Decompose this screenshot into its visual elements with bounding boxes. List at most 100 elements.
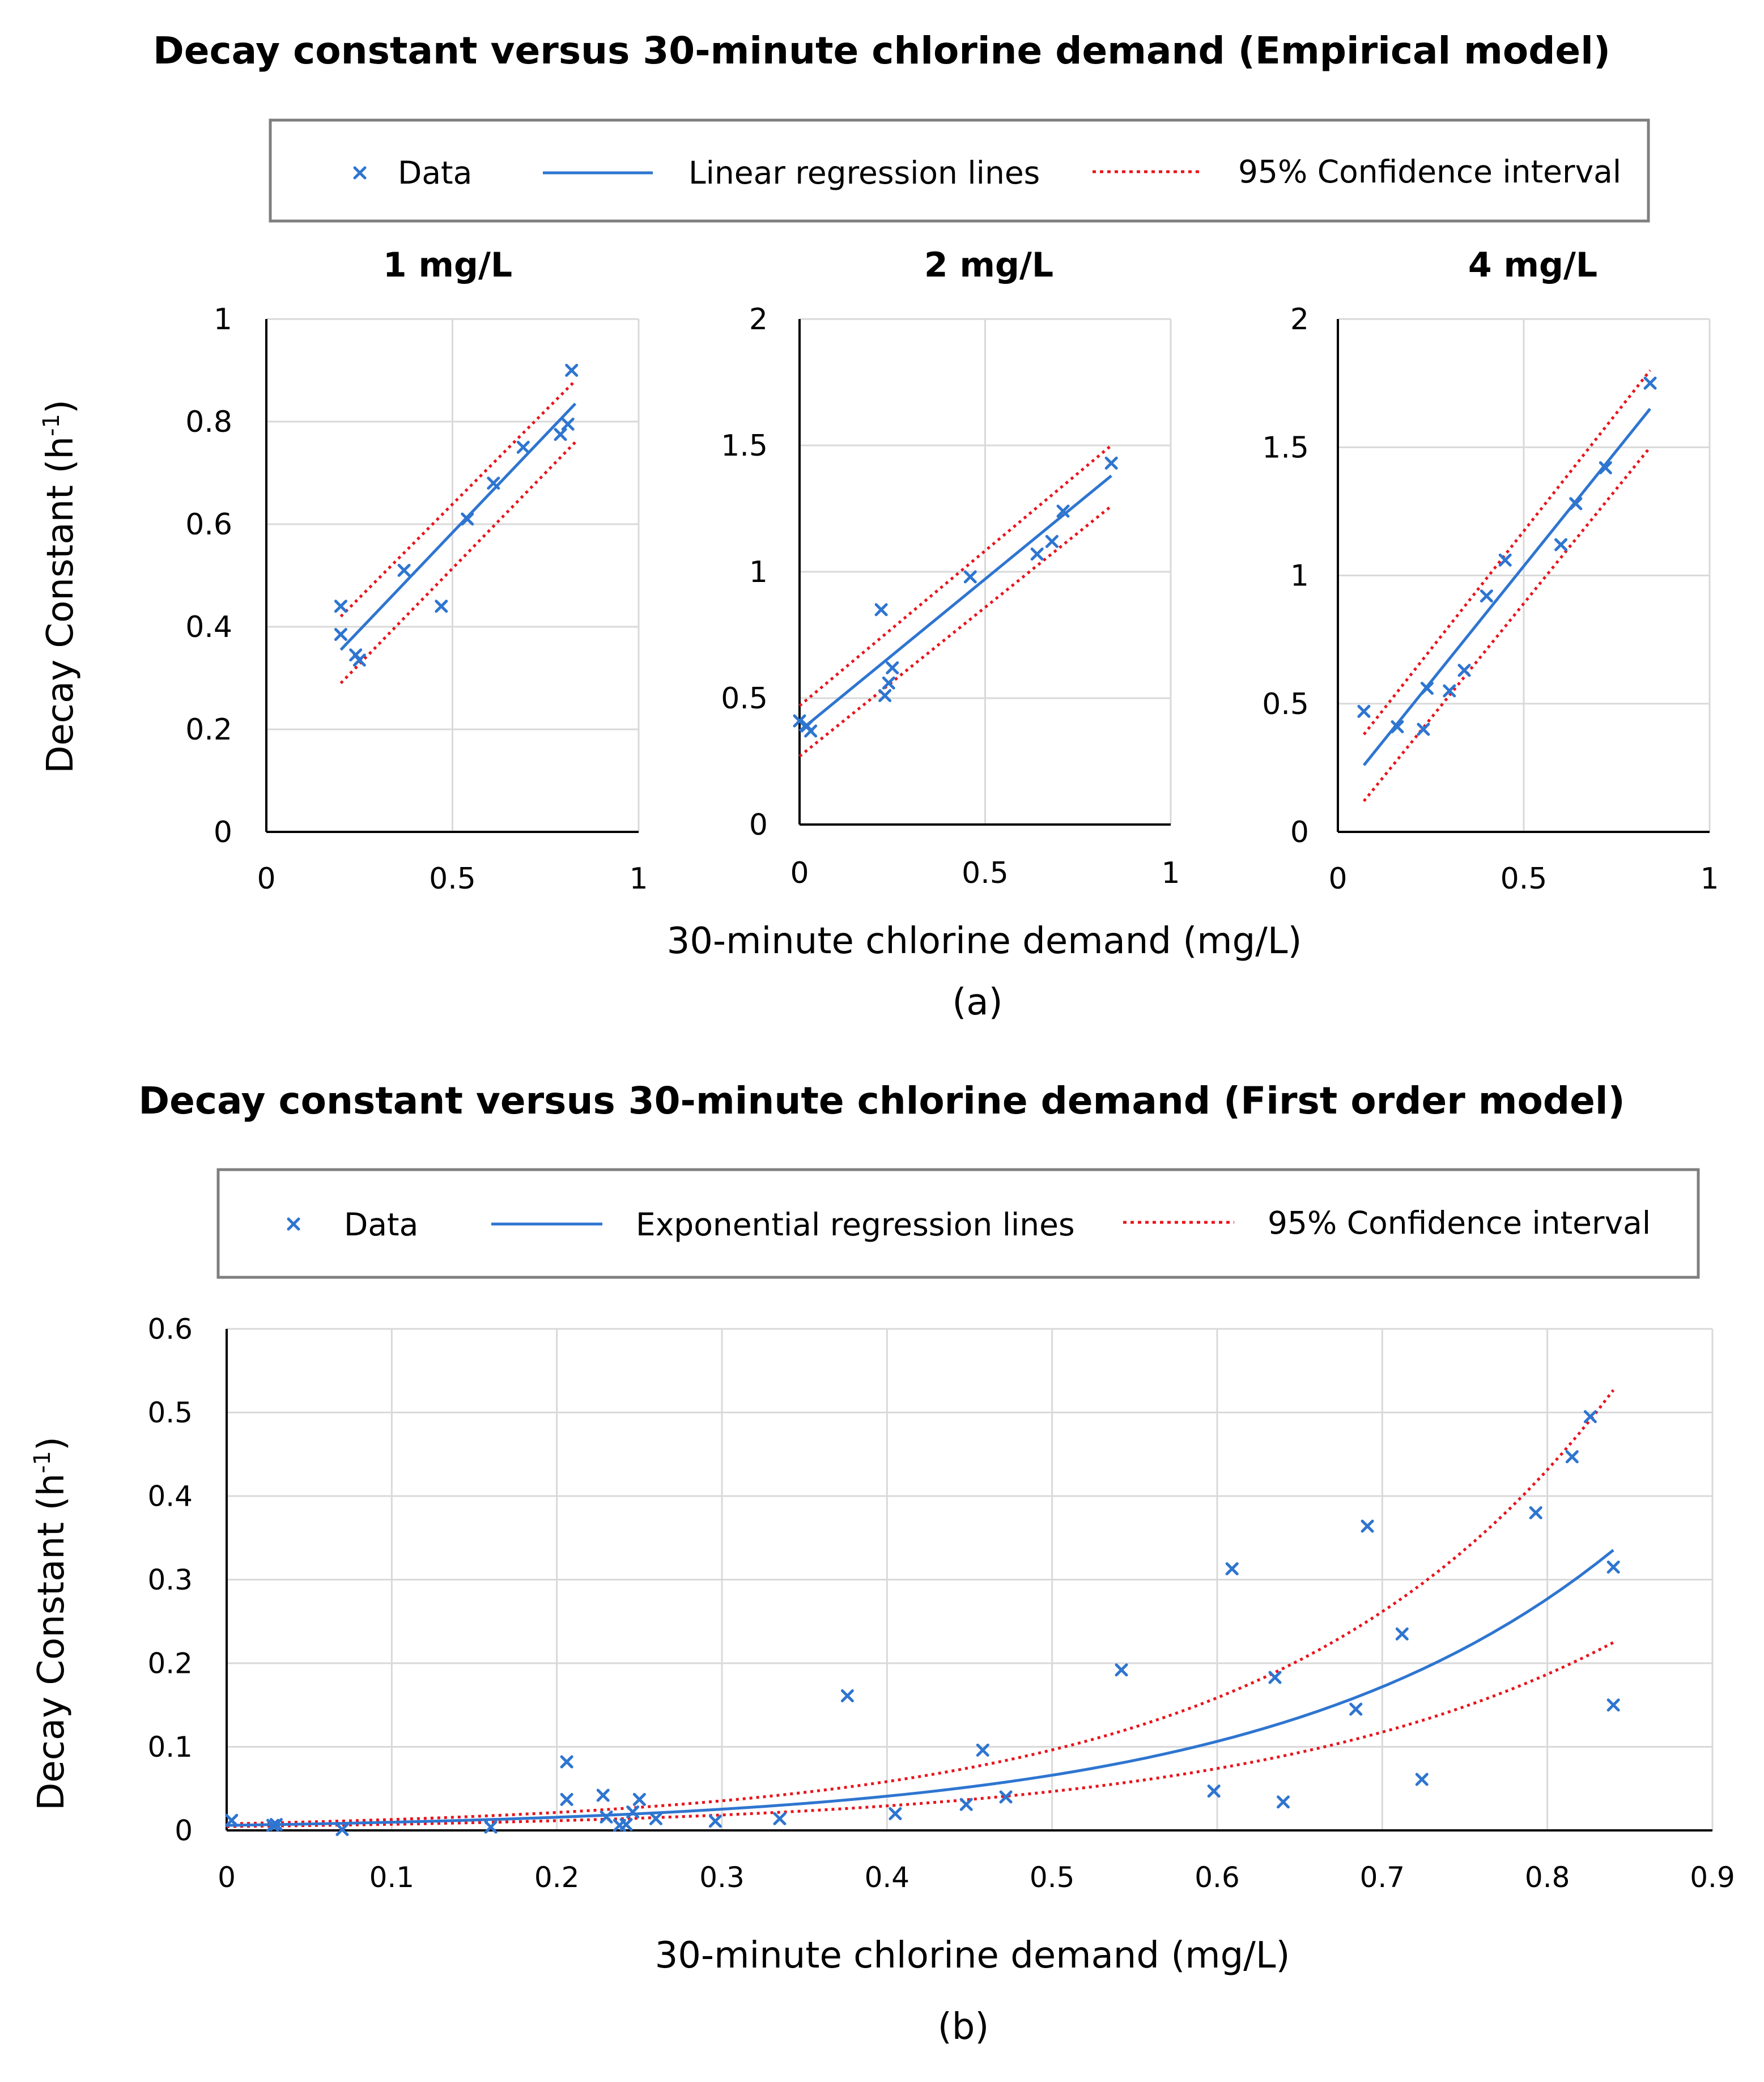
data-point: [567, 366, 577, 376]
y-tick-label: 1.5: [1262, 431, 1309, 465]
plot-4mg: 4 mg/L 0 0.5 1 1.5 2 0 0.5 1: [1262, 245, 1719, 896]
y-tick-label: 0.6: [185, 508, 232, 542]
y-tick-label: 0: [214, 815, 232, 849]
data-point: [621, 1820, 631, 1830]
legend-ci-label: 95% Confidence interval: [1238, 154, 1621, 190]
data-point: [651, 1813, 661, 1824]
x-tick-label: 0.5: [429, 862, 476, 896]
x-tick-label: 1: [1700, 862, 1719, 896]
data-point: [842, 1691, 852, 1701]
y-tick-label: 0.5: [1262, 687, 1309, 721]
panel-a-title: Decay constant versus 30-minute chlorine…: [153, 29, 1610, 73]
y-tick-label: 0.3: [147, 1563, 193, 1596]
data-point: [1106, 458, 1116, 468]
y-tick-label: 0: [749, 808, 768, 842]
data-point: [887, 662, 898, 673]
y-tick-label: 2: [749, 303, 768, 337]
legend-data-label: Data: [398, 155, 472, 191]
y-tick-label: 0.4: [185, 610, 232, 644]
data-point: [601, 1812, 611, 1822]
data-point: [488, 478, 499, 488]
ci-upper-line: [798, 444, 1112, 707]
data-point: [628, 1807, 638, 1817]
panel-a-x-axis-label: 30-minute chlorine demand (mg/L): [667, 920, 1302, 962]
x-tick-label: 0.5: [962, 856, 1009, 890]
data-point: [1645, 378, 1655, 388]
panel-b-legend: Data Exponential regression lines 95% Co…: [216, 1168, 1700, 1279]
regression-line: [226, 1549, 1614, 1827]
data-point: [1397, 1629, 1407, 1639]
legend-b-ci-label: 95% Confidence interval: [1268, 1205, 1651, 1241]
data-point: [634, 1794, 644, 1804]
subplot-title: 4 mg/L: [1468, 245, 1597, 285]
x-tick-label: 0.2: [534, 1861, 580, 1894]
data-point: [598, 1790, 608, 1800]
x-tick-label: 0: [218, 1861, 236, 1894]
data-point: [876, 605, 886, 615]
regression-line: [1362, 407, 1651, 766]
x-tick-label: 0: [1328, 862, 1347, 896]
panel-b-y-axis-label: Decay Constant (h-1): [29, 1437, 73, 1811]
y-tick-label: 1: [749, 555, 768, 589]
panel-a-legend: Data Linear regression lines 95% Confide…: [269, 118, 1650, 223]
data-point: [1270, 1672, 1280, 1682]
y-tick-label: 0: [1290, 815, 1309, 849]
x-tick-label: 0.4: [865, 1861, 910, 1894]
regression-line: [798, 474, 1112, 732]
y-tick-label: 2: [1290, 303, 1309, 337]
x-tick-label: 0.1: [369, 1861, 415, 1894]
y-tick-label: 0.4: [147, 1480, 193, 1513]
panel-b-x-axis-label: 30-minute chlorine demand (mg/L): [655, 1935, 1290, 1977]
x-tick-label: 0.5: [1501, 862, 1548, 896]
data-point: [710, 1816, 720, 1826]
data-point: [1459, 665, 1469, 675]
ci-lower-line: [1362, 446, 1651, 802]
ci-upper-line: [339, 379, 577, 618]
data-point: [335, 630, 346, 640]
x-tick-label: 0.8: [1525, 1861, 1570, 1894]
y-tick-label: 1: [1290, 559, 1309, 593]
data-point: [1278, 1797, 1289, 1807]
data-point: [1608, 1562, 1618, 1572]
data-point: [562, 1794, 572, 1804]
data-point: [1567, 1452, 1577, 1462]
data-point: [399, 565, 409, 575]
data-point: [1608, 1700, 1618, 1710]
ci-lower-line: [339, 441, 577, 685]
y-tick-label: 0.5: [147, 1396, 193, 1429]
data-point: [880, 691, 890, 701]
panel-b-caption: (b): [938, 2006, 989, 2048]
ci-lower-line: [226, 1641, 1614, 1828]
panel-b-legend-box: [216, 1168, 1700, 1279]
x-tick-label: 0: [257, 862, 275, 896]
data-point: [775, 1813, 785, 1824]
panel-b: Decay constant versus 30-minute chlorine…: [29, 1079, 1735, 2048]
data-point: [965, 572, 975, 582]
data-point: [1032, 549, 1042, 559]
ci-upper-line: [226, 1389, 1615, 1825]
panel-a: Decay constant versus 30-minute chlorine…: [39, 29, 1719, 1023]
data-point: [436, 601, 447, 611]
ci-upper-line: [1362, 369, 1652, 736]
y-tick-label: 0.6: [147, 1313, 193, 1346]
data-point: [354, 655, 364, 665]
legend-b-fit-label: Exponential regression lines: [636, 1206, 1075, 1243]
y-tick-label: 0.1: [147, 1731, 193, 1764]
data-point: [1227, 1563, 1237, 1574]
panel-a-legend-box: [269, 118, 1650, 223]
data-point: [1116, 1665, 1127, 1675]
x-tick-label: 1: [1161, 856, 1180, 890]
plot-first-order: 0 0.1 0.2 0.3 0.4 0.5 0.6 0 0.1 0.2 0.3 0.4 0.5 0.6 0.…: [147, 1313, 1735, 1894]
panel-a-caption: (a): [952, 981, 1002, 1023]
y-tick-label: 0: [175, 1815, 193, 1847]
plot-2mg: 2 mg/L 0 0.5 1 1.5 2 0 0.5 1: [721, 245, 1180, 890]
data-point: [1351, 1704, 1361, 1714]
data-point: [1047, 536, 1057, 546]
data-point: [806, 726, 816, 736]
legend-b-data-label: Data: [344, 1206, 418, 1243]
x-tick-label: 0.3: [699, 1861, 745, 1894]
x-tick-label: 0.7: [1360, 1861, 1405, 1894]
data-point: [335, 601, 346, 611]
y-tick-label: 0.5: [721, 682, 768, 716]
